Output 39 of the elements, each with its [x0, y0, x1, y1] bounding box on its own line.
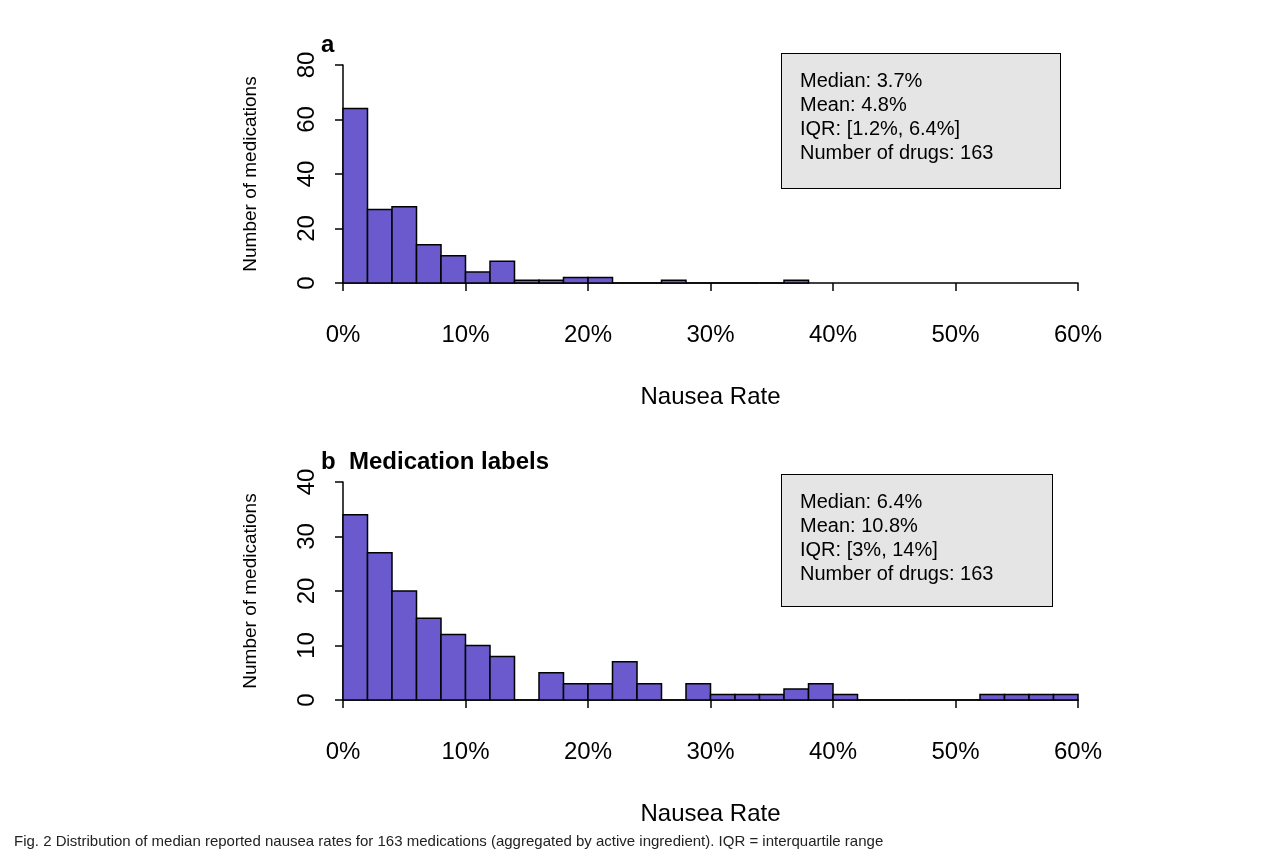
annotation: Number of drugs: 163: [800, 561, 995, 585]
x-tick-label: 20%: [563, 319, 613, 347]
x-axis-title: Nausea Rate: [640, 798, 781, 826]
x-axis-title: Nausea Rate: [640, 381, 781, 409]
x-tick-label: 50%: [931, 319, 980, 347]
x-tick-label: 60%: [1053, 736, 1103, 764]
y-tick-label: 40: [291, 160, 319, 188]
x-tick-label: 40%: [808, 319, 858, 347]
x-tick-label: 60%: [1053, 319, 1103, 347]
x-tick-label: 0%: [325, 736, 361, 764]
x-tick-label: 50%: [931, 736, 980, 764]
y-tick-label: 20: [291, 577, 319, 605]
x-tick-label: 10%: [441, 736, 490, 764]
chart-title: b Medication labels: [321, 446, 550, 474]
x-tick-label: 0%: [325, 319, 361, 347]
y-axis-title: Number of medications: [239, 76, 260, 272]
annotation: Mean: 4.8%: [800, 92, 908, 116]
y-tick-label: 80: [291, 51, 319, 79]
y-axis-title: Number of medications: [239, 493, 260, 689]
annotation: IQR: [3%, 14%]: [800, 537, 939, 561]
annotation: Number of drugs: 163: [800, 140, 995, 164]
y-tick-label: 60: [291, 106, 319, 133]
annotation: Mean: 10.8%: [800, 513, 919, 537]
annotation: Median: 6.4%: [800, 489, 924, 513]
y-tick-label: 30: [291, 523, 319, 550]
x-tick-label: 40%: [808, 736, 858, 764]
y-tick-label: 0: [291, 276, 319, 290]
x-tick-label: 30%: [686, 319, 735, 347]
y-tick-label: 0: [291, 693, 319, 707]
x-tick-label: 10%: [441, 319, 490, 347]
y-tick-label: 20: [291, 215, 319, 242]
x-tick-label: 30%: [686, 736, 735, 764]
x-tick-label: 20%: [563, 736, 613, 764]
annotation: Median: 3.7%: [800, 68, 924, 92]
annotation: IQR: [1.2%, 6.4%]: [800, 116, 962, 140]
y-tick-label: 10: [291, 632, 319, 659]
y-tick-label: 40: [291, 468, 319, 496]
chart-title: a: [321, 29, 335, 57]
caption: Fig. 2 Distribution of median reported nausea rates for 163 medications (aggregated by active ingredient). IQR = interquartile range: [14, 832, 884, 849]
